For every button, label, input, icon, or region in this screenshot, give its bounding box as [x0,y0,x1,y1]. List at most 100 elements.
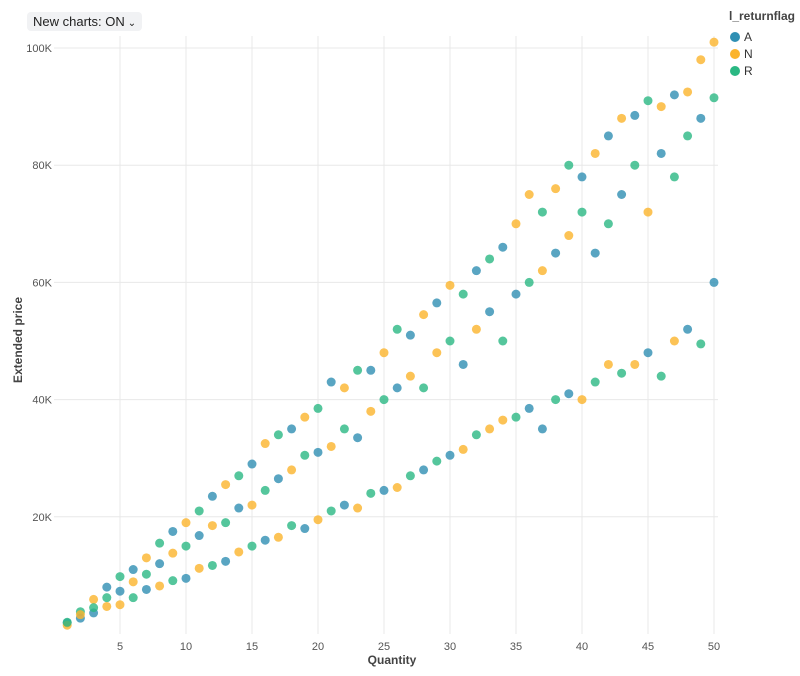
legend: l_returnflag ANR [729,9,795,78]
x-tick-label: 25 [378,641,390,653]
chevron-down-icon: ⌄ [127,18,137,29]
data-point-N [89,594,99,604]
data-point-N [564,231,574,241]
legend-label-N: N [744,47,753,61]
data-point-R [168,576,178,586]
data-point-R [221,518,231,528]
data-point-R [564,160,574,170]
y-tick-label: 20K [32,512,52,524]
data-point-A [630,110,640,120]
data-point-A [155,559,165,569]
data-point-N [603,359,613,369]
toggle-label: New charts: ON [33,14,125,29]
data-point-N [471,324,481,334]
data-point-R [155,538,165,548]
data-point-N [683,87,693,97]
data-point-N [485,424,495,434]
legend-marker-N [730,49,740,59]
data-point-N [366,406,376,416]
data-point-R [537,207,547,217]
data-point-R [89,603,99,613]
data-point-A [115,586,125,596]
data-point-R [683,131,693,141]
data-point-A [326,377,336,387]
data-point-A [128,565,138,575]
x-tick-label: 45 [642,641,654,653]
new-charts-toggle[interactable]: New charts: ON ⌄ [27,12,143,31]
data-point-R [326,506,336,516]
data-point-R [207,560,217,570]
data-point-N [656,102,666,112]
data-point-A [656,148,666,158]
data-point-A [405,330,415,340]
data-point-R [458,289,468,299]
data-point-R [234,471,244,481]
data-point-N [313,515,323,525]
data-point-N [141,553,151,563]
data-point-A [577,172,587,182]
data-point-R [141,569,151,579]
data-point-A [471,266,481,276]
data-point-A [102,582,112,592]
data-point-A [207,491,217,501]
y-tick-label: 40K [32,395,52,407]
data-point-A [603,131,613,141]
data-point-A [696,113,706,123]
data-point-A [260,535,270,545]
data-point-A [551,248,561,258]
data-point-N [405,371,415,381]
data-point-N [75,610,85,620]
data-point-A [709,277,719,287]
data-point-N [696,55,706,65]
data-point-N [128,577,138,587]
data-point-N [155,581,165,591]
y-tick-label: 80K [32,160,52,172]
data-point-N [115,600,125,610]
data-point-N [458,444,468,454]
data-point-N [511,219,521,229]
data-point-A [168,526,178,536]
data-point-N [194,563,204,573]
data-point-N [339,383,349,393]
data-point-A [313,447,323,457]
legend-marker-A [730,32,740,42]
data-point-N [181,518,191,528]
data-point-R [419,383,429,393]
data-point-R [445,336,455,346]
data-point-A [445,450,455,460]
x-tick-label: 50 [708,641,720,653]
data-point-A [181,573,191,583]
data-point-R [300,450,310,460]
data-point-R [603,219,613,229]
data-point-N [419,310,429,320]
data-point-A [234,503,244,513]
data-point-A [221,556,231,566]
data-point-A [564,389,574,399]
data-point-N [260,439,270,449]
data-point-R [656,371,666,381]
data-point-A [669,90,679,100]
data-point-R [102,593,112,603]
data-point-N [590,148,600,158]
data-point-A [353,433,363,443]
data-point-R [128,593,138,603]
data-point-A [524,403,534,413]
data-point-N [168,548,178,558]
data-point-N [432,348,442,358]
data-point-A [458,359,468,369]
data-point-A [339,500,349,510]
data-point-R [524,277,534,287]
data-point-N [379,348,389,358]
data-point-A [392,383,402,393]
data-point-A [590,248,600,258]
data-point-R [590,377,600,387]
data-point-R [696,339,706,349]
data-point-A [419,465,429,475]
data-point-A [683,324,693,334]
data-point-R [62,617,72,627]
data-point-R [617,368,627,378]
data-point-R [273,430,283,440]
data-point-N [709,37,719,47]
data-point-R [471,430,481,440]
